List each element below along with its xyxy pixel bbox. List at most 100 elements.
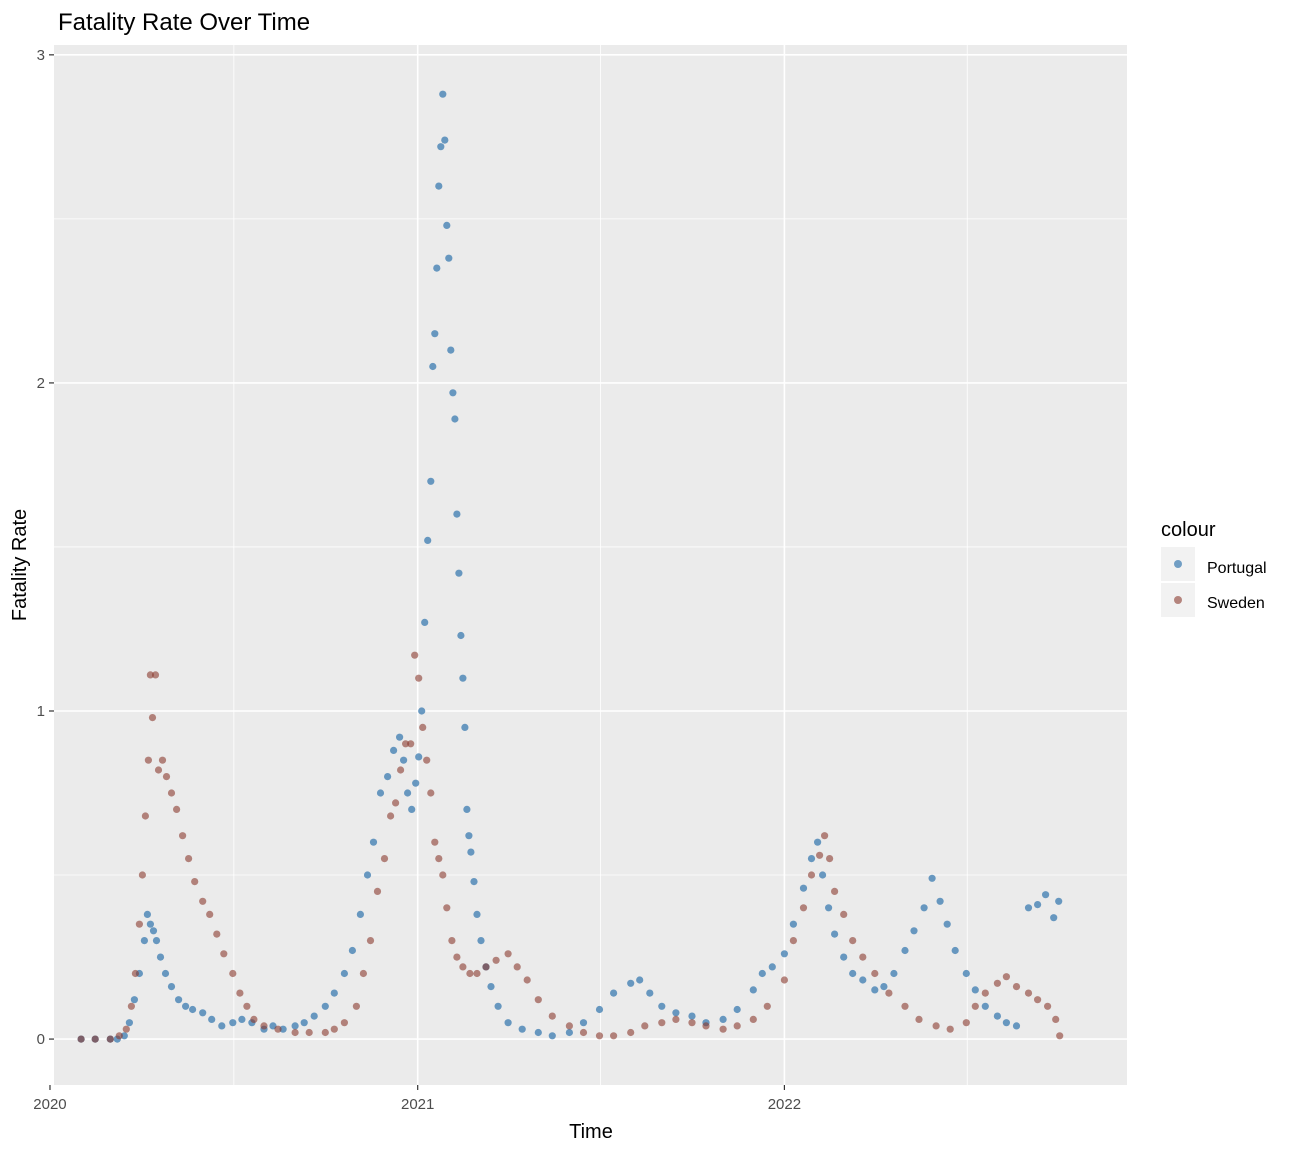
- data-point-portugal: [356, 910, 364, 919]
- data-point-portugal: [871, 986, 879, 994]
- data-point-portugal: [390, 746, 398, 755]
- data-point-portugal: [494, 1002, 502, 1010]
- data-point-portugal: [962, 969, 970, 978]
- data-point-portugal: [672, 1009, 680, 1017]
- data-point-sweden: [439, 871, 447, 879]
- data-point-sweden: [407, 740, 415, 748]
- data-point-portugal: [238, 1015, 246, 1024]
- data-point-sweden: [91, 1035, 99, 1043]
- data-point-portugal: [418, 707, 426, 715]
- data-point-portugal: [143, 910, 151, 919]
- data-point-portugal: [920, 904, 928, 912]
- data-point-sweden: [513, 963, 521, 971]
- data-point-portugal: [901, 946, 909, 955]
- data-point-portugal: [1012, 1022, 1021, 1030]
- data-point-portugal: [814, 838, 822, 846]
- data-point-sweden: [971, 1002, 979, 1010]
- data-point-portugal: [455, 569, 463, 577]
- data-point-sweden: [688, 1019, 696, 1027]
- data-point-portugal: [579, 1019, 588, 1027]
- data-point-portugal: [789, 920, 798, 928]
- data-point-portugal: [1042, 891, 1050, 899]
- data-point-portugal: [807, 855, 816, 863]
- data-point-portugal: [463, 805, 471, 814]
- data-point-portugal: [340, 969, 348, 978]
- data-point-sweden: [387, 812, 395, 820]
- data-point-portugal: [453, 510, 461, 518]
- data-point-sweden: [807, 871, 816, 879]
- y-tick-label: 2: [37, 375, 45, 392]
- data-point-sweden: [946, 1025, 954, 1033]
- data-point-portugal: [199, 1009, 207, 1017]
- data-point-sweden: [780, 976, 789, 984]
- data-points: [77, 90, 1064, 1043]
- data-point-portugal: [981, 1002, 989, 1010]
- data-point-sweden: [1024, 989, 1033, 997]
- data-point-sweden: [816, 851, 824, 859]
- data-point-sweden: [260, 1022, 268, 1030]
- data-point-sweden: [148, 714, 157, 722]
- data-point-portugal: [943, 920, 951, 928]
- data-point-sweden: [141, 812, 149, 820]
- data-point-sweden: [826, 855, 834, 863]
- data-point-sweden: [435, 855, 443, 863]
- data-point-sweden: [719, 1025, 727, 1033]
- data-point-sweden: [427, 789, 435, 797]
- data-point-sweden: [993, 979, 1002, 987]
- data-point-sweden: [763, 1002, 771, 1010]
- data-point-sweden: [146, 671, 154, 679]
- data-point-portugal: [890, 969, 898, 978]
- data-point-sweden: [641, 1022, 649, 1030]
- y-tick-label: 3: [37, 47, 45, 64]
- data-point-portugal: [376, 789, 385, 797]
- x-axis-label: Time: [569, 1121, 613, 1143]
- data-point-portugal: [457, 631, 465, 640]
- data-point-sweden: [901, 1002, 909, 1010]
- data-point-portugal: [218, 1022, 226, 1030]
- data-point-sweden: [131, 969, 139, 978]
- data-point-portugal: [749, 986, 757, 994]
- data-point-sweden: [733, 1022, 741, 1030]
- minor-gridlines: [54, 45, 1127, 1085]
- data-point-sweden: [419, 723, 427, 732]
- data-point-portugal: [880, 983, 888, 991]
- data-point-portugal: [363, 871, 372, 879]
- data-point-portugal: [167, 983, 176, 991]
- data-point-portugal: [758, 969, 766, 978]
- data-point-sweden: [579, 1028, 588, 1037]
- data-point-portugal: [439, 90, 447, 98]
- data-point-portugal: [348, 946, 356, 955]
- data-point-sweden: [482, 963, 490, 971]
- data-point-portugal: [993, 1012, 1002, 1020]
- data-point-portugal: [658, 1002, 666, 1010]
- y-tick-label: 1: [37, 703, 45, 720]
- data-point-portugal: [465, 832, 473, 840]
- data-point-sweden: [1002, 973, 1011, 981]
- data-point-portugal: [182, 1002, 190, 1010]
- data-point-portugal: [719, 1015, 727, 1024]
- data-point-sweden: [849, 937, 857, 945]
- data-point-sweden: [799, 904, 808, 912]
- data-point-sweden: [565, 1022, 574, 1030]
- data-point-portugal: [1024, 904, 1033, 912]
- data-point-sweden: [448, 937, 456, 945]
- data-point-sweden: [373, 887, 382, 896]
- data-point-sweden: [1056, 1032, 1064, 1040]
- data-point-sweden: [627, 1028, 635, 1037]
- data-point-portugal: [120, 1032, 128, 1040]
- data-point-portugal: [330, 989, 338, 997]
- data-point-portugal: [610, 989, 618, 997]
- data-point-portugal: [548, 1032, 556, 1040]
- chart-title: Fatality Rate Over Time: [58, 9, 310, 36]
- data-point-sweden: [1052, 1015, 1060, 1024]
- data-point-portugal: [189, 1005, 197, 1014]
- axes: 2020 2021 2022 0 1 2 3: [33, 47, 801, 1113]
- data-point-sweden: [431, 838, 439, 846]
- data-point-sweden: [366, 937, 375, 945]
- data-point-sweden: [672, 1015, 680, 1024]
- data-point-portugal: [733, 1005, 741, 1014]
- data-point-portugal: [595, 1005, 604, 1014]
- data-point-portugal: [429, 362, 437, 371]
- data-point-sweden: [185, 855, 193, 863]
